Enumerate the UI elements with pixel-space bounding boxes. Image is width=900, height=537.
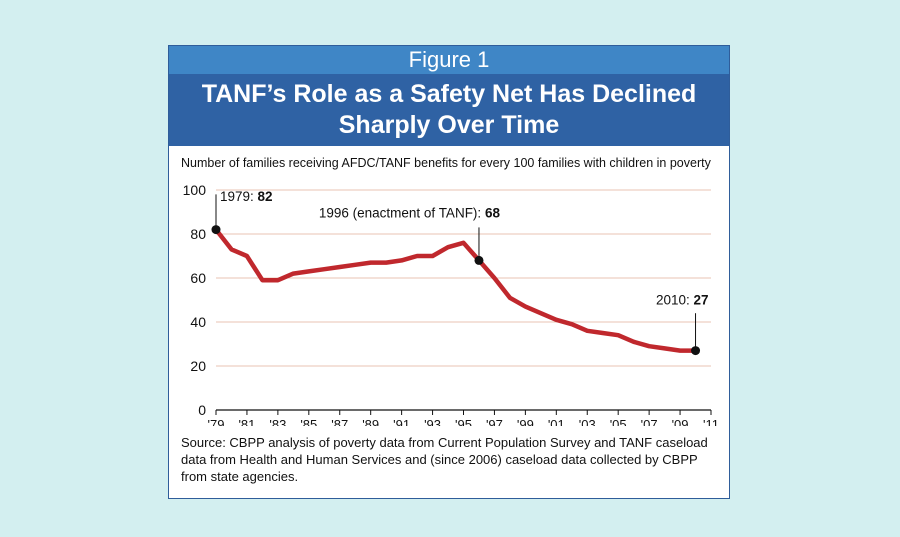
figure-title: TANF’s Role as a Safety Net Has Declined…	[169, 74, 729, 146]
y-tick-label: 80	[190, 226, 206, 242]
annotation-label: 1979: 82	[220, 189, 273, 204]
annotation-label: 1996 (enactment of TANF): 68	[319, 206, 501, 221]
x-tick-label: '89	[362, 417, 379, 426]
x-tick-label: '79	[208, 417, 225, 426]
x-tick-label: '85	[300, 417, 317, 426]
y-tick-label: 20	[190, 358, 206, 374]
x-tick-label: '03	[579, 417, 596, 426]
x-tick-label: '91	[393, 417, 410, 426]
x-tick-label: '11	[703, 417, 719, 426]
annotation-marker	[691, 346, 701, 356]
x-tick-label: '87	[331, 417, 348, 426]
y-tick-label: 0	[198, 402, 206, 418]
y-tick-label: 60	[190, 270, 206, 286]
x-tick-label: '09	[672, 417, 689, 426]
x-tick-label: '93	[424, 417, 441, 426]
series-line	[213, 227, 698, 353]
x-tick-label: '01	[548, 417, 565, 426]
x-tick-label: '99	[517, 417, 534, 426]
x-tick-label: '83	[269, 417, 286, 426]
title-line-1: TANF’s Role as a Safety Net Has Declined	[201, 80, 697, 108]
annotation-marker	[211, 225, 221, 235]
y-tick-label: 100	[183, 182, 207, 198]
source-note: Source: CBPP analysis of poverty data fr…	[181, 435, 708, 484]
x-tick-label: '05	[610, 417, 627, 426]
line-chart: 0 20 40 60 80 100 '79 '81 '83 '85 '87 '89 '91 '93 '95 '…	[183, 182, 719, 426]
title-line-2: Sharply Over Time	[338, 111, 560, 139]
x-tick-label: '81	[238, 417, 255, 426]
annotation-marker	[474, 255, 484, 265]
x-tick-label: '95	[455, 417, 472, 426]
x-tick-label: '97	[486, 417, 503, 426]
figure-card: Figure 1 TANF’s Role as a Safety Net Has…	[168, 45, 730, 499]
annotation-label: 2010: 27	[656, 292, 709, 307]
chart-subtitle: Number of families receiving AFDC/TANF b…	[181, 156, 711, 170]
x-tick-label: '07	[641, 417, 658, 426]
figure-label: Figure 1	[169, 46, 729, 74]
y-tick-label: 40	[190, 314, 206, 330]
